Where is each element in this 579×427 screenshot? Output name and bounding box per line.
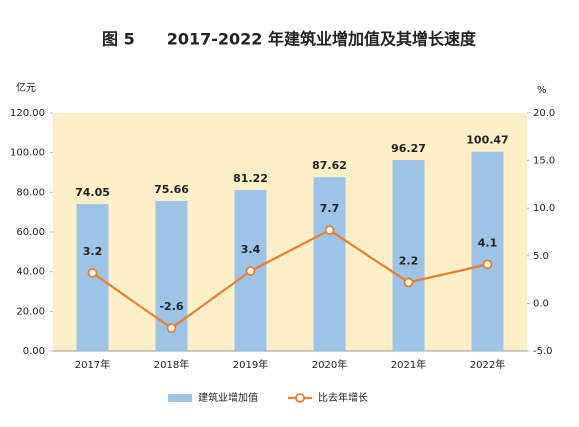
bar-value-label: 81.22	[233, 172, 268, 185]
bar-value-label: 100.47	[466, 134, 508, 147]
y-tick-label: 20.00	[16, 306, 45, 317]
line-value-label: 3.2	[83, 245, 103, 258]
x-tick-label: 2020年	[312, 358, 347, 371]
x-tick-label: 2022年	[470, 358, 505, 371]
line-value-label: 2.2	[399, 254, 419, 267]
bar-value-label: 74.05	[75, 186, 110, 199]
y2-tick-label: 20.0	[533, 108, 555, 119]
plot-background	[53, 113, 527, 351]
line-marker	[166, 323, 177, 334]
legend-label: 建筑业增加值	[198, 391, 258, 404]
x-tick-label: 2018年	[154, 358, 189, 371]
bar	[392, 160, 425, 351]
x-tick-label: 2021年	[391, 358, 426, 371]
x-tick-label: 2017年	[75, 358, 110, 371]
y2-tick-label: 0.0	[533, 298, 549, 309]
y2-tick-label: 10.0	[533, 203, 555, 214]
bar-value-label: 75.66	[154, 183, 189, 196]
bar	[471, 151, 504, 351]
line-marker	[324, 225, 335, 235]
bar	[313, 177, 346, 351]
line-marker	[245, 266, 256, 276]
line-value-label: 4.1	[478, 236, 498, 249]
y2-tick-label: -5.0	[533, 346, 553, 357]
y-tick-label: 100.00	[10, 148, 45, 159]
y2-tick-label: 15.0	[533, 156, 555, 167]
line-value-label: 7.7	[320, 202, 340, 215]
y2-unit: %	[537, 85, 547, 96]
line-value-label: -2.6	[159, 300, 183, 313]
y-tick-label: 0.00	[23, 346, 45, 357]
line	[91, 228, 488, 330]
line-marker	[403, 277, 414, 288]
y-tick-label: 80.00	[16, 187, 45, 198]
y-tick-label: 60.00	[16, 227, 45, 238]
chart-title: 图 5 2017-2022 年建筑业增加值及其增长速度	[102, 30, 477, 49]
bar-value-label: 87.62	[312, 159, 347, 172]
line-marker	[482, 259, 493, 270]
y-unit: 亿元	[16, 81, 36, 94]
y-tick-label: 120.00	[10, 108, 45, 119]
x-tick-label: 2019年	[233, 358, 268, 371]
legend-swatch	[168, 394, 192, 402]
bar-value-label: 96.27	[391, 142, 426, 155]
y-tick-label: 40.00	[16, 267, 45, 278]
line-value-label: 3.4	[241, 243, 261, 256]
line-marker	[87, 268, 98, 278]
y2-tick-label: 5.0	[533, 251, 549, 262]
legend-label: 比去年增长	[318, 391, 368, 404]
legend-marker	[295, 393, 305, 403]
